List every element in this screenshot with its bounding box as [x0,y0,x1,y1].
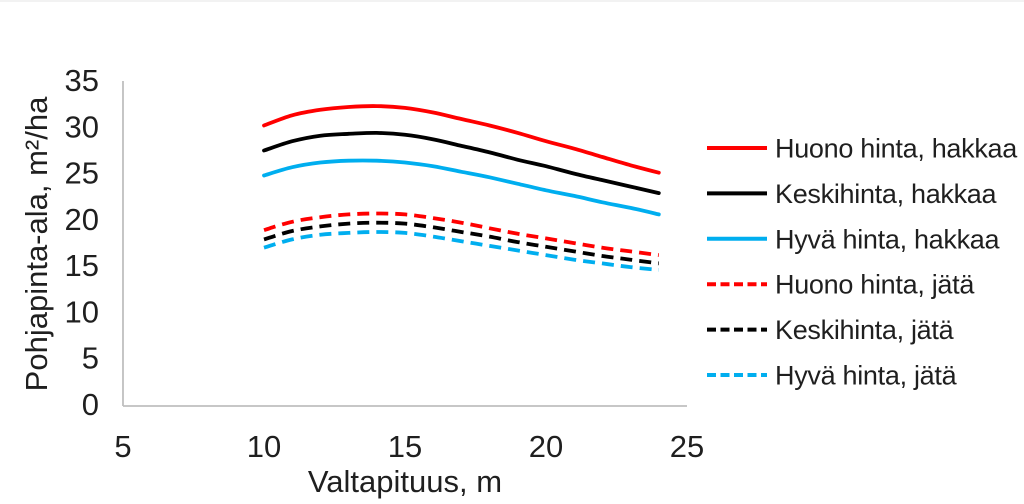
y-tick-label: 10 [65,294,99,329]
series-line-keskihinta-j-t [263,220,660,266]
x-tick-label: 15 [388,429,422,464]
legend-item-huono-hinta-j-t: Huono hinta, jätä [707,270,976,300]
series-line-huono-hinta-hakkaa [262,104,661,175]
series-lines [262,104,661,272]
x-tick-label: 10 [247,429,281,464]
y-tick-label: 30 [65,109,99,144]
legend-label: Keskihinta, hakkaa [775,179,998,209]
y-tick-label: 20 [65,202,99,237]
x-tick-label: 20 [529,429,563,464]
legend-label: Hyvä hinta, jätä [775,361,958,391]
series-line-hyv-hinta-hakkaa [262,158,661,217]
series-line-huono-hinta-j-t [263,211,660,257]
legend-item-hyv-hinta-hakkaa: Hyvä hinta, hakkaa [707,224,1001,254]
legend-label: Keskihinta, jätä [775,315,955,345]
y-axis-title: Pohjapinta-ala, m²/ha [19,96,54,391]
legend: Huono hinta, hakkaa Keskihinta, hakkaa Hyv… [707,134,1019,391]
y-tick-label: 15 [65,248,99,283]
top-edge-line [0,0,1024,2]
y-tick-label: 5 [82,341,99,376]
legend-label: Huono hinta, hakkaa [775,134,1018,164]
x-tick-labels: 5 10 15 20 25 [114,429,704,464]
legend-item-keskihinta-hakkaa: Keskihinta, hakkaa [707,179,998,209]
y-tick-label: 0 [82,387,99,422]
legend-label: Hyvä hinta, hakkaa [775,224,1001,254]
y-tick-labels: 0 5 10 15 20 25 30 35 [65,63,99,422]
x-tick-label: 5 [114,429,131,464]
series-line-keskihinta-hakkaa [262,130,661,195]
x-axis-title: Valtapituus, m [308,464,502,499]
axes [122,81,687,407]
legend-item-keskihinta-j-t: Keskihinta, jätä [707,315,955,345]
legend-label: Huono hinta, jätä [775,270,975,300]
series-line-hyv-hinta-j-t [263,230,659,272]
legend-item-hyv-hinta-j-t: Hyvä hinta, jätä [707,361,958,391]
y-tick-label: 35 [65,63,99,98]
y-tick-label: 25 [65,156,99,191]
x-tick-label: 25 [670,429,704,464]
legend-item-huono-hinta-hakkaa: Huono hinta, hakkaa [707,134,1019,164]
